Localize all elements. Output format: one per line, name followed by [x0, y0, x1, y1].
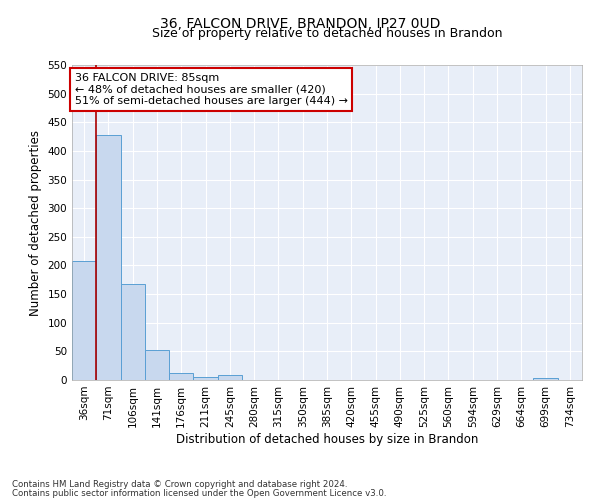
Bar — [96, 135, 121, 380]
Text: 36 FALCON DRIVE: 85sqm
← 48% of detached houses are smaller (420)
51% of semi-de: 36 FALCON DRIVE: 85sqm ← 48% of detached… — [74, 73, 347, 106]
Title: Size of property relative to detached houses in Brandon: Size of property relative to detached ho… — [152, 27, 502, 40]
Text: 36, FALCON DRIVE, BRANDON, IP27 0UD: 36, FALCON DRIVE, BRANDON, IP27 0UD — [160, 18, 440, 32]
Text: Contains public sector information licensed under the Open Government Licence v3: Contains public sector information licen… — [12, 488, 386, 498]
Y-axis label: Number of detached properties: Number of detached properties — [29, 130, 42, 316]
Bar — [145, 350, 169, 380]
Bar — [169, 372, 193, 380]
Bar — [533, 378, 558, 380]
Bar — [72, 262, 96, 380]
Bar — [193, 377, 218, 380]
Bar — [121, 284, 145, 380]
Bar — [218, 375, 242, 380]
X-axis label: Distribution of detached houses by size in Brandon: Distribution of detached houses by size … — [176, 432, 478, 446]
Text: Contains HM Land Registry data © Crown copyright and database right 2024.: Contains HM Land Registry data © Crown c… — [12, 480, 347, 489]
